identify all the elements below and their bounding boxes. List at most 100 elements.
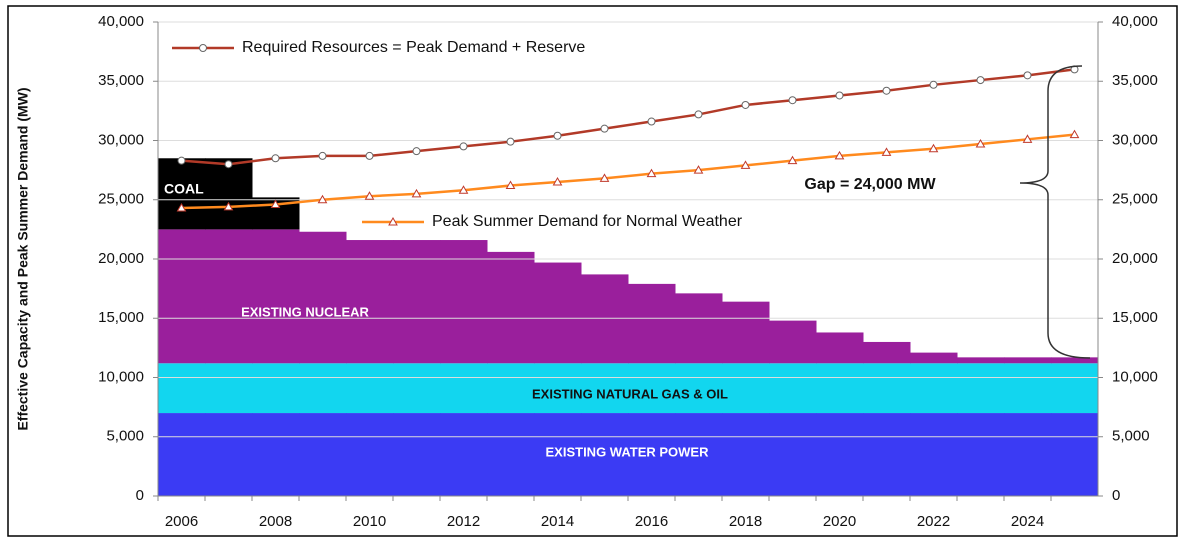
- x-tick-label: 2014: [541, 513, 574, 530]
- bar-segment: [628, 363, 676, 414]
- y-tick-label: 15,000: [98, 309, 144, 326]
- marker: [1023, 71, 1032, 80]
- bar-segment: [487, 413, 535, 496]
- bar-segment: [628, 283, 676, 364]
- x-tick-label: 2016: [635, 513, 668, 530]
- bar-segment: [393, 363, 441, 414]
- bar-segment: [346, 413, 394, 496]
- bar-segment: [863, 363, 911, 414]
- marker: [646, 168, 657, 178]
- marker: [835, 91, 844, 100]
- bar-segment: [816, 363, 864, 414]
- y-tick-label: 35,000: [98, 72, 144, 89]
- bar-segment: [534, 413, 582, 496]
- x-tick-label: 2006: [165, 513, 198, 530]
- bar-segment: [769, 320, 817, 364]
- brace: [1019, 65, 1091, 359]
- x-tick-label: 2018: [729, 513, 762, 530]
- bar-segment: [910, 363, 958, 414]
- bar-segment: [393, 240, 441, 364]
- marker: [176, 203, 187, 212]
- bar-segment: [346, 240, 394, 364]
- y-tick-label: 20,000: [98, 250, 144, 267]
- bar-segment: [299, 413, 347, 496]
- bar-segment: [957, 357, 1005, 364]
- series-label: COAL: [164, 181, 204, 197]
- marker: [270, 199, 281, 208]
- bar-segment: [769, 363, 817, 414]
- y2-tick-label: 15,000: [1112, 309, 1158, 326]
- bar-segment: [910, 413, 958, 496]
- marker: [929, 80, 938, 89]
- marker: [223, 201, 234, 211]
- bar-segment: [534, 262, 582, 364]
- y2-tick-label: 30,000: [1112, 131, 1158, 148]
- bar-segment: [675, 413, 723, 496]
- y2-tick-label: 25,000: [1112, 191, 1158, 208]
- annotation: Gap = 24,000 MW: [804, 176, 936, 193]
- bar-segment: [863, 413, 911, 496]
- x-tick-label: 2010: [353, 513, 386, 530]
- bar-segment: [534, 363, 582, 414]
- series-label: EXISTING NATURAL GAS & OIL: [532, 386, 728, 401]
- marker: [881, 147, 892, 156]
- marker: [412, 147, 421, 156]
- bars: [158, 158, 1099, 496]
- marker: [693, 165, 704, 174]
- bar-segment: [158, 363, 206, 414]
- y-axis-label: Effective Capacity and Peak Summer Deman…: [15, 87, 31, 430]
- x-tick-label: 2020: [823, 513, 856, 530]
- bar-segment: [205, 363, 253, 414]
- y2-tick-label: 35,000: [1112, 72, 1158, 89]
- marker: [740, 160, 751, 169]
- y2-tick-label: 10,000: [1112, 368, 1158, 385]
- y-tick-label: 5,000: [106, 428, 144, 445]
- bar-segment: [346, 363, 394, 414]
- y-tick-label: 30,000: [98, 131, 144, 148]
- marker: [882, 86, 891, 95]
- marker: [506, 137, 515, 146]
- bar-segment: [581, 363, 629, 414]
- marker: [224, 160, 233, 169]
- bar-segment: [1004, 357, 1052, 364]
- line: [181, 133, 1075, 210]
- bar-segment: [722, 301, 770, 364]
- bar-segment: [863, 341, 911, 364]
- bar-segment: [393, 413, 441, 496]
- bar-segment: [675, 293, 723, 364]
- bar-segment: [158, 229, 206, 364]
- x-tick-label: 2022: [917, 513, 950, 530]
- series-label: EXISTING WATER POWER: [546, 444, 710, 459]
- bar-segment: [675, 363, 723, 414]
- bar-segment: [722, 363, 770, 414]
- marker: [741, 100, 750, 109]
- bar-segment: [581, 274, 629, 364]
- bar-segment: [1004, 363, 1052, 414]
- grid: [158, 21, 1098, 497]
- marker: [411, 188, 422, 198]
- y-tick-label: 10,000: [98, 368, 144, 385]
- legend-marker: [199, 44, 207, 52]
- frame: [7, 5, 1178, 537]
- y2-tick-label: 5,000: [1112, 428, 1150, 445]
- bar-segment: [487, 251, 535, 364]
- marker: [458, 185, 469, 194]
- bar-segment: [581, 413, 629, 496]
- y2-tick-label: 20,000: [1112, 250, 1158, 267]
- marker: [975, 139, 986, 148]
- bar-segment: [205, 413, 253, 496]
- marker: [647, 117, 656, 126]
- bar-segment: [205, 229, 253, 364]
- bar-segment: [1004, 413, 1052, 496]
- bar-segment: [158, 158, 206, 230]
- bar-segment: [957, 413, 1005, 496]
- marker: [271, 154, 280, 163]
- marker: [928, 143, 939, 153]
- y-tick-label: 40,000: [98, 13, 144, 30]
- marker: [834, 150, 845, 160]
- marker: [317, 194, 328, 204]
- bar-segment: [440, 363, 488, 414]
- bar-segment: [1051, 363, 1099, 414]
- lines: [176, 65, 1080, 212]
- marker: [552, 176, 563, 186]
